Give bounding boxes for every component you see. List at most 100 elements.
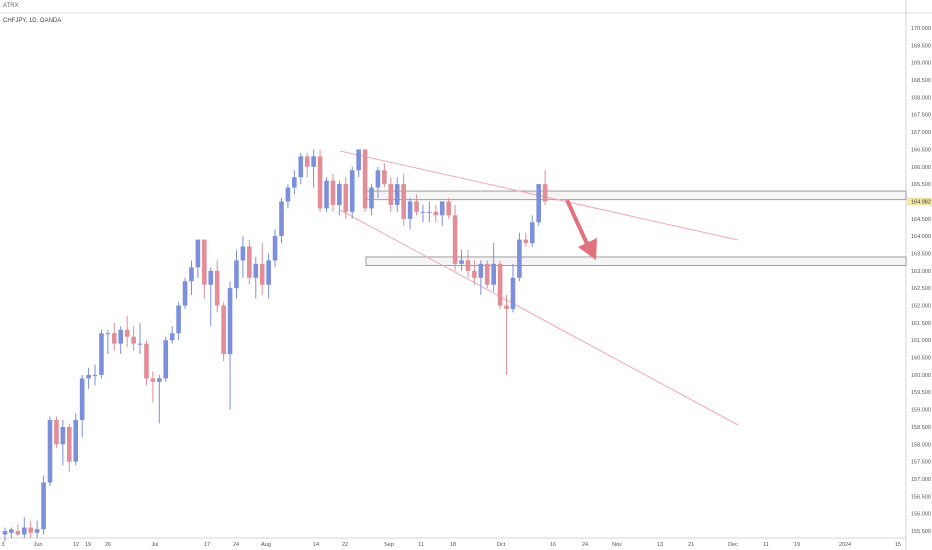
- price-tick-label: 161.000: [911, 338, 931, 344]
- candle-body: [375, 170, 381, 188]
- current-price-label: 164.982: [911, 199, 931, 205]
- price-tick-label: 156.000: [911, 512, 931, 518]
- candle-body: [439, 201, 445, 216]
- price-tick-label: 169.500: [911, 43, 931, 49]
- arrow-head: [578, 238, 597, 260]
- candle-body: [497, 263, 503, 306]
- candle-body: [298, 156, 304, 178]
- price-axis: 170.000 169.500 169.000 168.500 168.000 167.5…: [907, 26, 932, 535]
- candle-body: [41, 482, 46, 530]
- candle-body: [330, 180, 336, 205]
- candle-body: [157, 378, 162, 382]
- candle-body: [221, 305, 226, 355]
- candle-body: [105, 333, 111, 335]
- candle-body: [362, 149, 368, 209]
- time-axis: 3 Jun 12 19 26 Jul 17 24 Aug 14 22 Sep 11 18 Oct 16 24 No…: [1, 542, 901, 548]
- price-tick-label: 167.000: [911, 130, 931, 136]
- price-tick-label: 163.500: [911, 251, 931, 257]
- time-tick-label: Aug: [261, 542, 271, 548]
- price-tick-label: 157.000: [911, 477, 931, 483]
- candle-body: [504, 305, 509, 309]
- candle-body: [112, 333, 117, 344]
- time-tick-label: 13: [657, 542, 663, 548]
- candle-body: [427, 211, 432, 213]
- price-tick-label: 164.000: [911, 234, 931, 240]
- candle-body: [195, 239, 201, 268]
- time-tick-label: 17: [204, 542, 210, 548]
- candle-body: [401, 184, 406, 219]
- candle-body: [292, 177, 297, 188]
- price-tick-label: 162.500: [911, 286, 931, 292]
- candle-body: [208, 270, 214, 285]
- price-tick-label: 158.500: [911, 425, 931, 431]
- indicator-label: ATRX: [3, 3, 19, 9]
- candle-body: [433, 211, 439, 216]
- time-tick-label: Oct: [497, 542, 506, 548]
- candle-body: [356, 149, 361, 171]
- candle-body: [259, 263, 265, 285]
- candle-body: [382, 170, 387, 185]
- candle-body: [465, 260, 471, 271]
- time-tick-label: Sep: [384, 542, 394, 548]
- time-tick-label: 18: [450, 542, 456, 548]
- candle-body: [163, 340, 169, 379]
- candle-body: [137, 343, 143, 345]
- time-tick-label: 14: [313, 542, 319, 548]
- candle-body: [459, 260, 464, 264]
- candle-body: [189, 267, 194, 282]
- arrow-shaft: [565, 199, 590, 247]
- candle-body: [337, 184, 342, 205]
- candle-body: [227, 288, 233, 355]
- candle-body: [394, 184, 400, 205]
- time-tick-label: 11: [418, 542, 424, 548]
- candle-body: [311, 156, 316, 167]
- candle-body: [118, 329, 124, 344]
- candle-body: [369, 187, 374, 209]
- time-tick-label: 11: [763, 542, 769, 548]
- candle-body: [15, 531, 21, 535]
- candle-body: [79, 378, 85, 420]
- candle-body: [54, 419, 59, 445]
- price-tick-label: 164.500: [911, 217, 931, 223]
- lower-trendline: [339, 209, 739, 426]
- current-price-badge: [907, 197, 932, 206]
- time-tick-label: 19: [794, 542, 800, 548]
- candle-body: [28, 527, 34, 533]
- price-tick-label: 169.000: [911, 61, 931, 67]
- candle-body: [536, 184, 541, 223]
- price-tick-label: 168.000: [911, 95, 931, 101]
- time-tick-label: 19: [85, 542, 91, 548]
- candle-body: [60, 426, 66, 445]
- candle-body: [21, 527, 27, 535]
- upper-zone: [365, 190, 907, 201]
- time-tick-label: 16: [550, 542, 556, 548]
- time-tick-label: 24: [233, 542, 239, 548]
- candle-body: [47, 419, 53, 483]
- candle-body: [285, 187, 291, 202]
- price-tick-label: 158.000: [911, 442, 931, 448]
- candle-body: [272, 236, 278, 261]
- price-tick-label: 159.000: [911, 408, 931, 414]
- price-tick-label: 170.000: [911, 26, 931, 32]
- candle-body: [420, 211, 426, 213]
- price-tick-label: 166.000: [911, 165, 931, 171]
- candle-body: [349, 170, 355, 212]
- candle-body: [86, 374, 91, 379]
- candle-body: [523, 239, 529, 244]
- candle-body: [484, 263, 490, 285]
- price-tick-label: 156.500: [911, 494, 931, 500]
- time-tick-label: 21: [688, 542, 694, 548]
- time-tick-label: Nov: [612, 542, 622, 548]
- candle-body: [266, 260, 271, 285]
- candle-body: [452, 215, 458, 264]
- candle-body: [279, 201, 284, 237]
- candle-body: [176, 305, 181, 334]
- candle-body: [517, 239, 522, 278]
- price-tick-label: 165.500: [911, 182, 931, 188]
- candle-body: [388, 184, 394, 205]
- candle-body: [407, 201, 413, 219]
- price-tick-label: 155.500: [911, 529, 931, 535]
- candle-body: [99, 333, 104, 375]
- candle-body: [529, 222, 535, 244]
